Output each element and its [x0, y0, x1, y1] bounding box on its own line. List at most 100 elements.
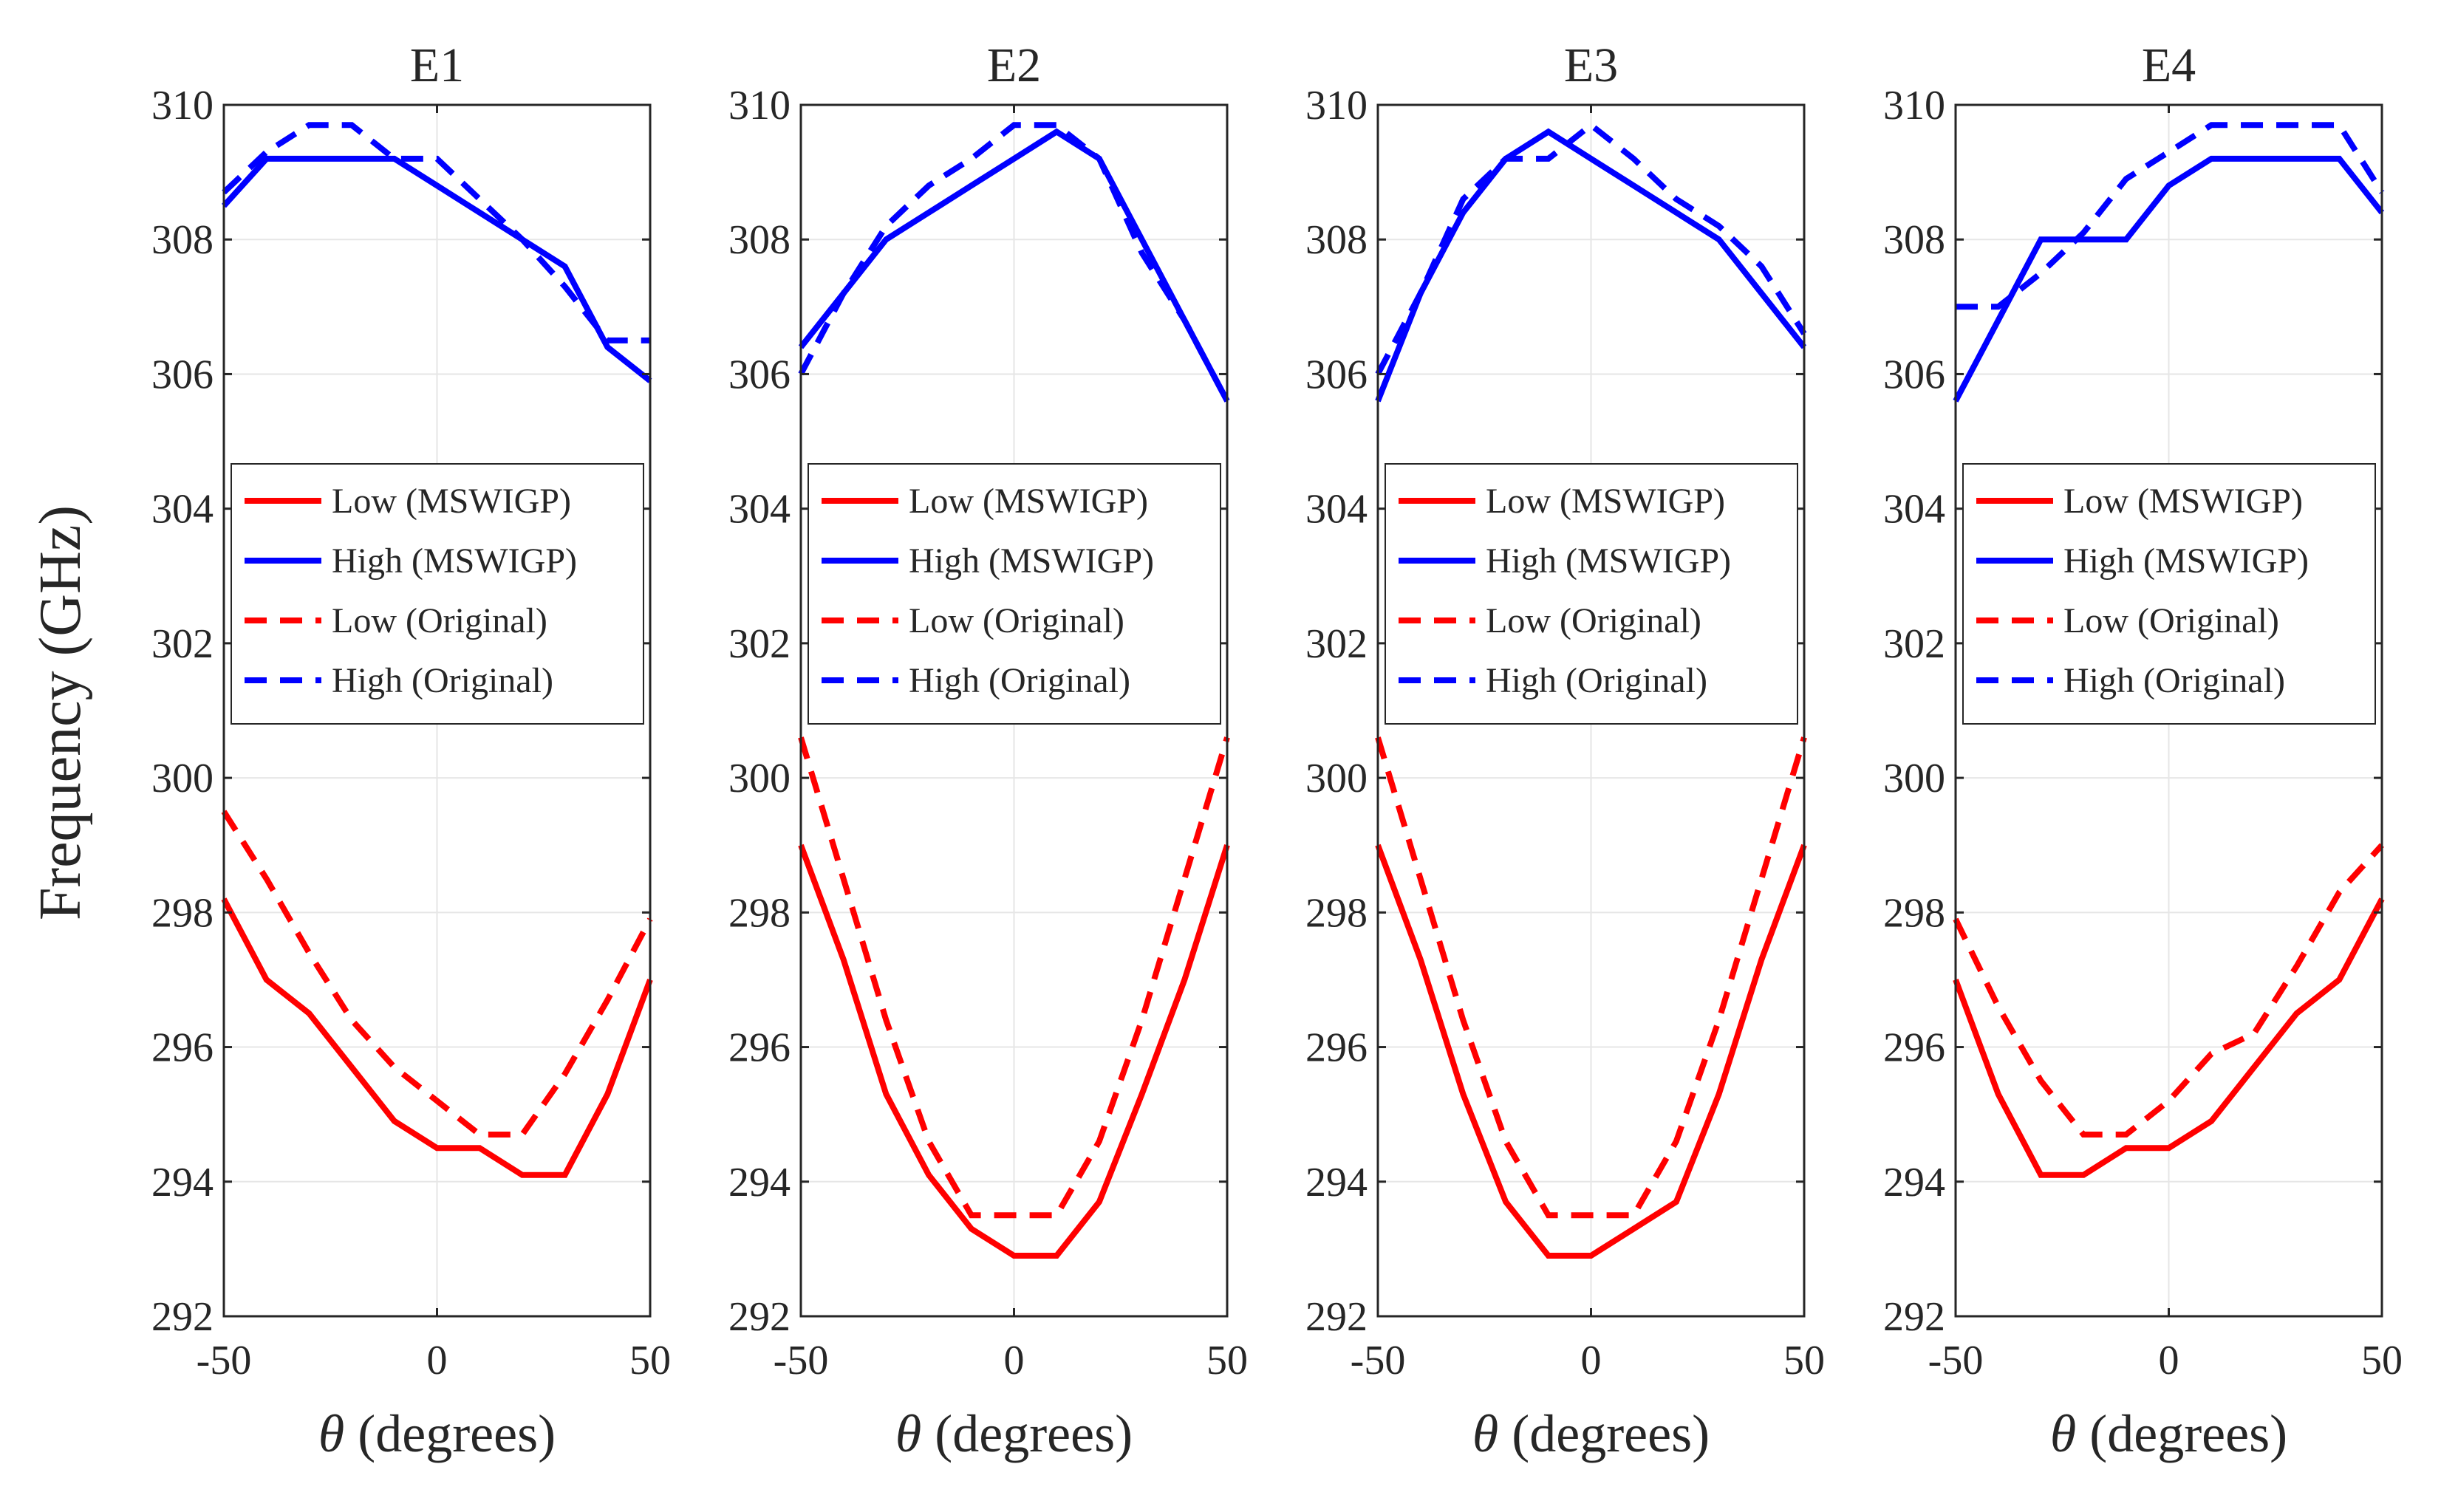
legend-label: Low (Original)	[1486, 601, 1701, 640]
y-tick-label: 300	[728, 756, 791, 801]
y-tick-label: 306	[1883, 352, 1945, 397]
x-tick-label: 50	[629, 1338, 671, 1383]
legend-label: Low (Original)	[909, 601, 1124, 640]
series-line-high-original	[1375, 121, 1807, 376]
x-tick-label: 0	[1581, 1338, 1602, 1383]
panels: 292 294 296 298 300 302 304 306 308 310 -50 0 50 E1 θ …	[151, 38, 2403, 1463]
panel-e1: 292 294 296 298 300 302 304 306 308 310 -50 0 50 E1 θ …	[151, 38, 671, 1463]
y-tick-label: 298	[1305, 890, 1368, 936]
y-tick-label: 304	[1305, 487, 1368, 533]
ticks	[1376, 103, 1806, 1318]
series-line-high-mswigp	[798, 128, 1230, 403]
y-tick-label: 306	[728, 352, 791, 397]
series-line-high-mswigp	[1375, 128, 1807, 403]
legend-label: High (Original)	[332, 661, 553, 700]
series-group	[221, 122, 653, 1178]
y-tick-label: 292	[1305, 1294, 1368, 1340]
y-tick-label: 300	[1305, 756, 1368, 801]
legend-label: Low (MSWIGP)	[2063, 482, 2303, 521]
x-tick-label: -50	[197, 1338, 252, 1383]
y-tick-label: 310	[728, 83, 791, 129]
panel-e2: 292 294 296 298 300 302 304 306 308 310 -50 0 50 E2 θ …	[728, 38, 1248, 1463]
y-tick-label: 304	[728, 487, 791, 533]
series-line-low-mswigp	[1375, 844, 1807, 1259]
series-line-high-mswigp	[222, 155, 652, 383]
legend-label: High (Original)	[2063, 661, 2285, 700]
series-line-high-original	[798, 122, 1230, 403]
y-tick-label: 300	[1883, 756, 1945, 801]
legend-label: High (MSWIGP)	[2063, 541, 2309, 581]
y-tick-label: 304	[1883, 487, 1945, 533]
y-tick-label: 306	[151, 352, 214, 397]
y-tick-label: 298	[728, 890, 791, 936]
legend-label: High (Original)	[909, 661, 1130, 700]
y-tick-label: 292	[1883, 1294, 1945, 1340]
series-line-high-mswigp	[1953, 155, 2385, 403]
y-tick-label: 302	[728, 621, 791, 667]
y-tick-label: 308	[151, 217, 214, 263]
legend-label: High (MSWIGP)	[332, 541, 577, 581]
y-tick-label: 296	[728, 1025, 791, 1071]
legend-label: Low (MSWIGP)	[332, 482, 571, 521]
x-tick-label: 0	[427, 1338, 448, 1383]
series-line-low-original	[1375, 736, 1807, 1219]
x-tick-label: -50	[1928, 1338, 1984, 1383]
y-tick-label: 310	[1883, 83, 1945, 129]
x-axis-label-text: (degrees)	[2076, 1404, 2287, 1463]
y-tick-label: 308	[1305, 217, 1368, 263]
y-tick-label: 292	[728, 1294, 791, 1340]
panel-title: E2	[987, 38, 1041, 92]
x-tick-label: 0	[2159, 1338, 2179, 1383]
y-tick-label: 294	[151, 1160, 214, 1205]
y-tick-label: 294	[728, 1160, 791, 1205]
y-tick-label: 296	[1305, 1025, 1368, 1071]
x-axis-label-text: (degrees)	[1498, 1404, 1710, 1463]
x-axis-label: θ (degrees)	[1472, 1404, 1710, 1463]
panel-title: E4	[2142, 38, 2196, 92]
legend: Low (MSWIGP) High (MSWIGP) Low (Original) H…	[1385, 463, 1798, 725]
y-tick-label: 308	[728, 217, 791, 263]
legend-label: High (MSWIGP)	[1486, 541, 1731, 581]
y-tick-label: 310	[151, 83, 214, 129]
series-group	[798, 122, 1230, 1259]
legend: Low (MSWIGP) High (MSWIGP) Low (Original) H…	[808, 463, 1221, 725]
series-line-high-original	[222, 122, 650, 343]
series-line-low-original	[1953, 843, 2384, 1138]
legend: Low (MSWIGP) High (MSWIGP) Low (Original) H…	[1962, 463, 2376, 725]
x-tick-label: 50	[1206, 1338, 1248, 1383]
x-axis-label-text: (degrees)	[344, 1404, 556, 1463]
y-tick-label: 298	[1883, 890, 1945, 936]
y-tick-label: 302	[1883, 621, 1945, 667]
panel-e4: 292 294 296 298 300 302 304 306 308 310 -50 0 50 E4 θ …	[1883, 38, 2403, 1463]
series-group	[1375, 121, 1807, 1259]
y-tick-label: 296	[151, 1025, 214, 1071]
legend-label: Low (Original)	[332, 601, 547, 640]
series-line-high-original	[1956, 122, 2385, 310]
panel-e3: 292 294 296 298 300 302 304 306 308 310 -50 0 50 E3 θ …	[1305, 38, 1825, 1463]
x-axis-label-symbol: θ	[318, 1404, 344, 1463]
series-line-low-original	[221, 810, 653, 1138]
y-tick-label: 302	[1305, 621, 1368, 667]
series-line-low-mswigp	[1953, 897, 2385, 1178]
x-axis-label-text: (degrees)	[921, 1404, 1133, 1463]
legend-label: Low (MSWIGP)	[1486, 482, 1725, 521]
x-axis-label-symbol: θ	[2050, 1404, 2076, 1463]
legend: Low (MSWIGP) High (MSWIGP) Low (Original) H…	[231, 463, 644, 725]
x-tick-label: 0	[1004, 1338, 1025, 1383]
y-tick-label: 300	[151, 756, 214, 801]
y-axis-label: Frequency (GHz)	[28, 505, 93, 920]
y-tick-label: 294	[1883, 1160, 1945, 1205]
x-tick-label: 50	[2361, 1338, 2403, 1383]
x-axis-label-symbol: θ	[1472, 1404, 1498, 1463]
x-axis-label: θ (degrees)	[895, 1404, 1133, 1463]
legend-label: High (MSWIGP)	[909, 541, 1154, 581]
y-tick-label: 304	[151, 487, 214, 533]
x-axis-label-symbol: θ	[895, 1404, 921, 1463]
series-line-low-mswigp	[221, 897, 653, 1178]
y-tick-label: 292	[151, 1294, 214, 1340]
series-line-low-mswigp	[798, 844, 1230, 1259]
y-tick-label: 302	[151, 621, 214, 667]
legend-label: High (Original)	[1486, 661, 1707, 700]
x-tick-label: -50	[774, 1338, 829, 1383]
